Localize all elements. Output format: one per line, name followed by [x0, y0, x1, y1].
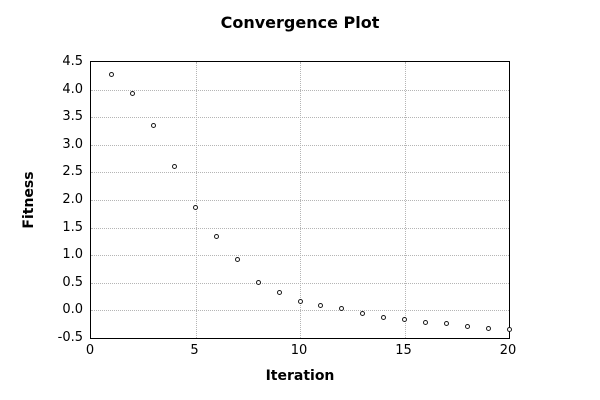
data-point — [297, 298, 303, 304]
y-tick-label: 3.0 — [62, 136, 83, 152]
data-point — [318, 302, 324, 308]
v-gridline — [404, 62, 406, 338]
data-point — [464, 324, 470, 330]
y-tick-label: 1.0 — [62, 247, 83, 263]
plot-area — [90, 61, 512, 339]
x-tick-label: 0 — [85, 343, 95, 358]
data-point — [234, 257, 240, 263]
y-tick-label: 4.0 — [62, 81, 83, 97]
v-gridline — [195, 62, 197, 338]
y-tick-label: -0.5 — [57, 330, 83, 345]
y-tick-label: 2.5 — [62, 164, 83, 180]
x-tick-label: 10 — [290, 343, 308, 358]
x-tick-label: 5 — [190, 343, 199, 358]
data-point — [255, 280, 261, 286]
data-point — [109, 71, 115, 77]
y-tick-label: 1.5 — [62, 219, 83, 235]
x-tick-label: 20 — [499, 343, 517, 358]
x-axis-title: Iteration — [265, 368, 335, 384]
y-tick-label: 0.0 — [62, 302, 83, 318]
data-point — [151, 122, 157, 128]
data-point — [443, 321, 449, 327]
data-point — [360, 311, 366, 317]
data-point — [130, 90, 136, 96]
chart-title: Convergence Plot — [220, 13, 380, 32]
data-point — [506, 327, 512, 333]
y-tick-label: 2.0 — [62, 192, 83, 207]
data-point — [402, 316, 407, 322]
data-point — [339, 306, 345, 312]
y-tick-label: 0.5 — [62, 274, 83, 290]
data-point — [276, 289, 282, 295]
y-tick-label: 3.5 — [62, 109, 83, 125]
x-tick-label: 15 — [395, 343, 412, 358]
data-point — [381, 315, 387, 321]
data-point — [193, 205, 198, 211]
data-point — [422, 320, 428, 326]
v-gridline — [300, 62, 301, 338]
data-point — [485, 326, 491, 332]
data-point — [172, 164, 178, 170]
data-point — [213, 234, 219, 240]
y-tick-label: 4.5 — [62, 54, 83, 69]
